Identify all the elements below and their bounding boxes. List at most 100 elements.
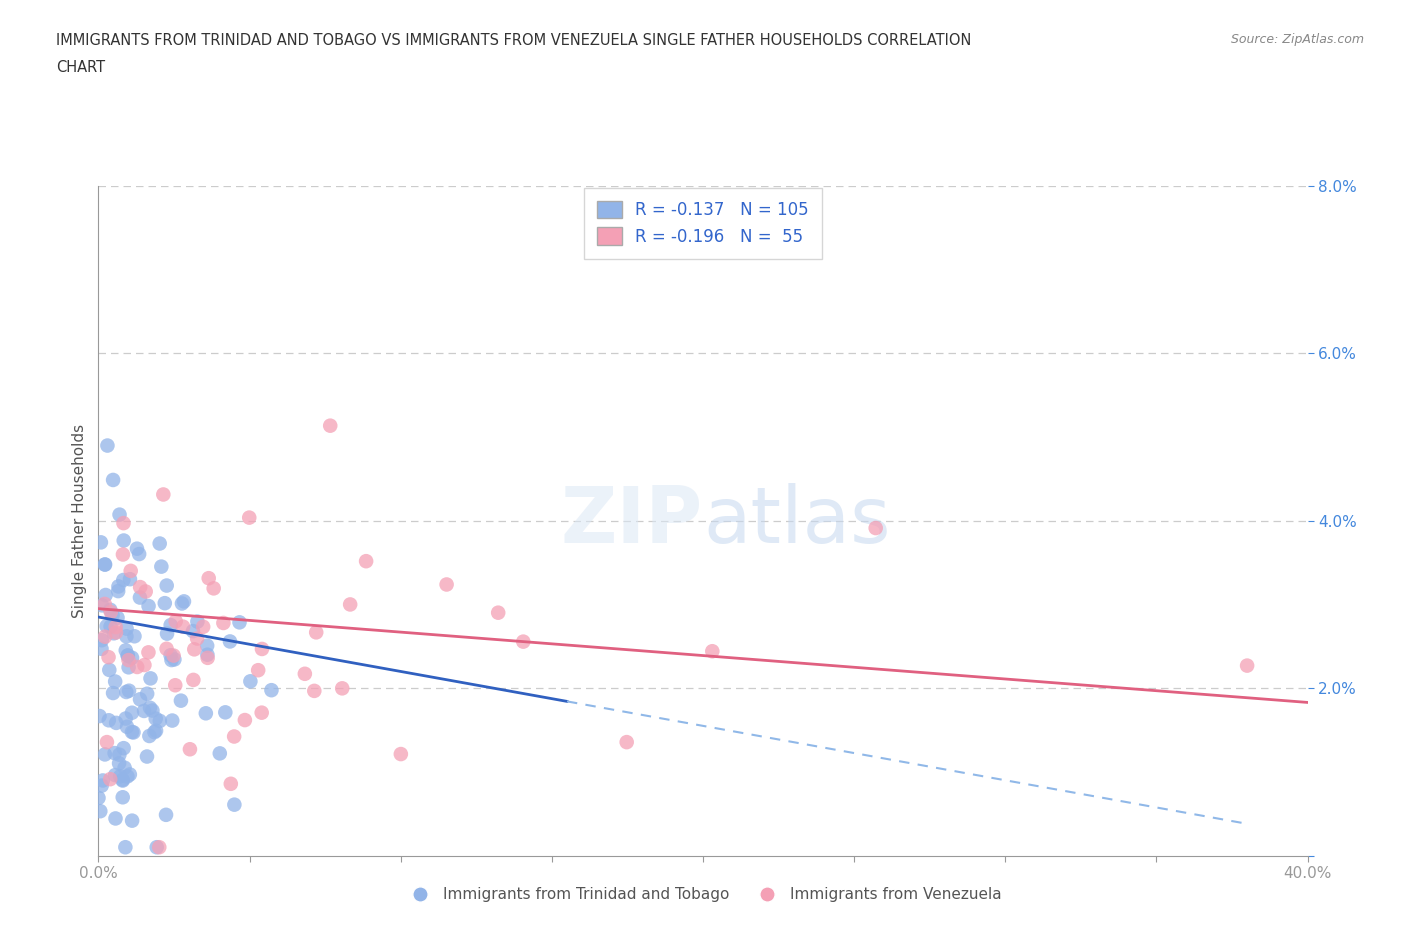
- Point: [197, 650, 219, 665]
- Point: [112, 573, 135, 588]
- Point: [294, 667, 316, 682]
- Legend: Immigrants from Trinidad and Tobago, Immigrants from Venezuela: Immigrants from Trinidad and Tobago, Imm…: [398, 881, 1008, 909]
- Point: [94, 588, 117, 603]
- Point: [238, 511, 260, 525]
- Point: [148, 840, 170, 855]
- Point: [121, 650, 143, 665]
- Point: [129, 579, 152, 594]
- Point: [114, 711, 136, 726]
- Point: [214, 705, 236, 720]
- Point: [96, 618, 118, 633]
- Point: [89, 804, 111, 818]
- Point: [132, 703, 155, 718]
- Point: [96, 735, 118, 750]
- Point: [208, 746, 231, 761]
- Point: [135, 584, 157, 599]
- Point: [330, 681, 353, 696]
- Point: [122, 725, 145, 740]
- Point: [152, 487, 174, 502]
- Point: [250, 642, 273, 657]
- Point: [134, 658, 156, 672]
- Point: [115, 629, 138, 644]
- Point: [96, 438, 118, 453]
- Point: [111, 773, 134, 788]
- Point: [93, 596, 115, 611]
- Point: [156, 578, 179, 593]
- Point: [103, 626, 125, 641]
- Point: [112, 533, 135, 548]
- Point: [233, 712, 256, 727]
- Point: [143, 724, 166, 739]
- Y-axis label: Single Father Households: Single Father Households: [72, 424, 87, 618]
- Point: [118, 767, 141, 782]
- Point: [108, 769, 131, 784]
- Point: [127, 659, 149, 674]
- Point: [170, 693, 193, 708]
- Point: [195, 638, 218, 653]
- Point: [186, 631, 208, 646]
- Point: [108, 747, 131, 762]
- Point: [89, 709, 111, 724]
- Point: [121, 724, 143, 739]
- Point: [159, 618, 181, 632]
- Point: [91, 598, 114, 613]
- Point: [219, 634, 242, 649]
- Point: [194, 706, 217, 721]
- Point: [354, 553, 377, 568]
- Point: [90, 642, 112, 657]
- Point: [105, 715, 128, 730]
- Point: [162, 713, 184, 728]
- Point: [104, 767, 127, 782]
- Point: [129, 692, 152, 707]
- Point: [224, 797, 246, 812]
- Point: [165, 614, 187, 629]
- Point: [159, 648, 181, 663]
- Point: [389, 747, 412, 762]
- Point: [97, 713, 120, 728]
- Point: [117, 648, 139, 663]
- Point: [115, 621, 138, 636]
- Point: [115, 684, 138, 699]
- Point: [219, 777, 242, 791]
- Point: [108, 507, 131, 522]
- Point: [139, 671, 162, 685]
- Point: [155, 642, 177, 657]
- Point: [124, 629, 146, 644]
- Point: [228, 615, 250, 630]
- Point: [250, 705, 273, 720]
- Text: IMMIGRANTS FROM TRINIDAD AND TOBAGO VS IMMIGRANTS FROM VENEZUELA SINGLE FATHER H: IMMIGRANTS FROM TRINIDAD AND TOBAGO VS I…: [56, 33, 972, 47]
- Point: [120, 564, 142, 578]
- Point: [112, 516, 135, 531]
- Point: [1236, 658, 1258, 673]
- Point: [138, 599, 160, 614]
- Point: [138, 728, 160, 743]
- Point: [512, 634, 534, 649]
- Point: [97, 650, 120, 665]
- Point: [94, 557, 117, 572]
- Point: [305, 625, 328, 640]
- Point: [94, 630, 117, 644]
- Point: [114, 643, 136, 658]
- Point: [94, 557, 117, 572]
- Point: [111, 772, 134, 787]
- Point: [616, 735, 638, 750]
- Point: [191, 619, 214, 634]
- Point: [149, 536, 172, 551]
- Point: [118, 684, 141, 698]
- Point: [186, 614, 208, 629]
- Point: [104, 811, 127, 826]
- Point: [107, 584, 129, 599]
- Point: [197, 647, 219, 662]
- Point: [101, 685, 124, 700]
- Point: [117, 660, 139, 675]
- Point: [100, 619, 122, 634]
- Point: [173, 594, 195, 609]
- Point: [90, 535, 112, 550]
- Point: [202, 581, 225, 596]
- Point: [139, 700, 162, 715]
- Point: [170, 596, 193, 611]
- Point: [94, 747, 117, 762]
- Point: [197, 571, 219, 586]
- Point: [183, 672, 205, 687]
- Point: [179, 742, 201, 757]
